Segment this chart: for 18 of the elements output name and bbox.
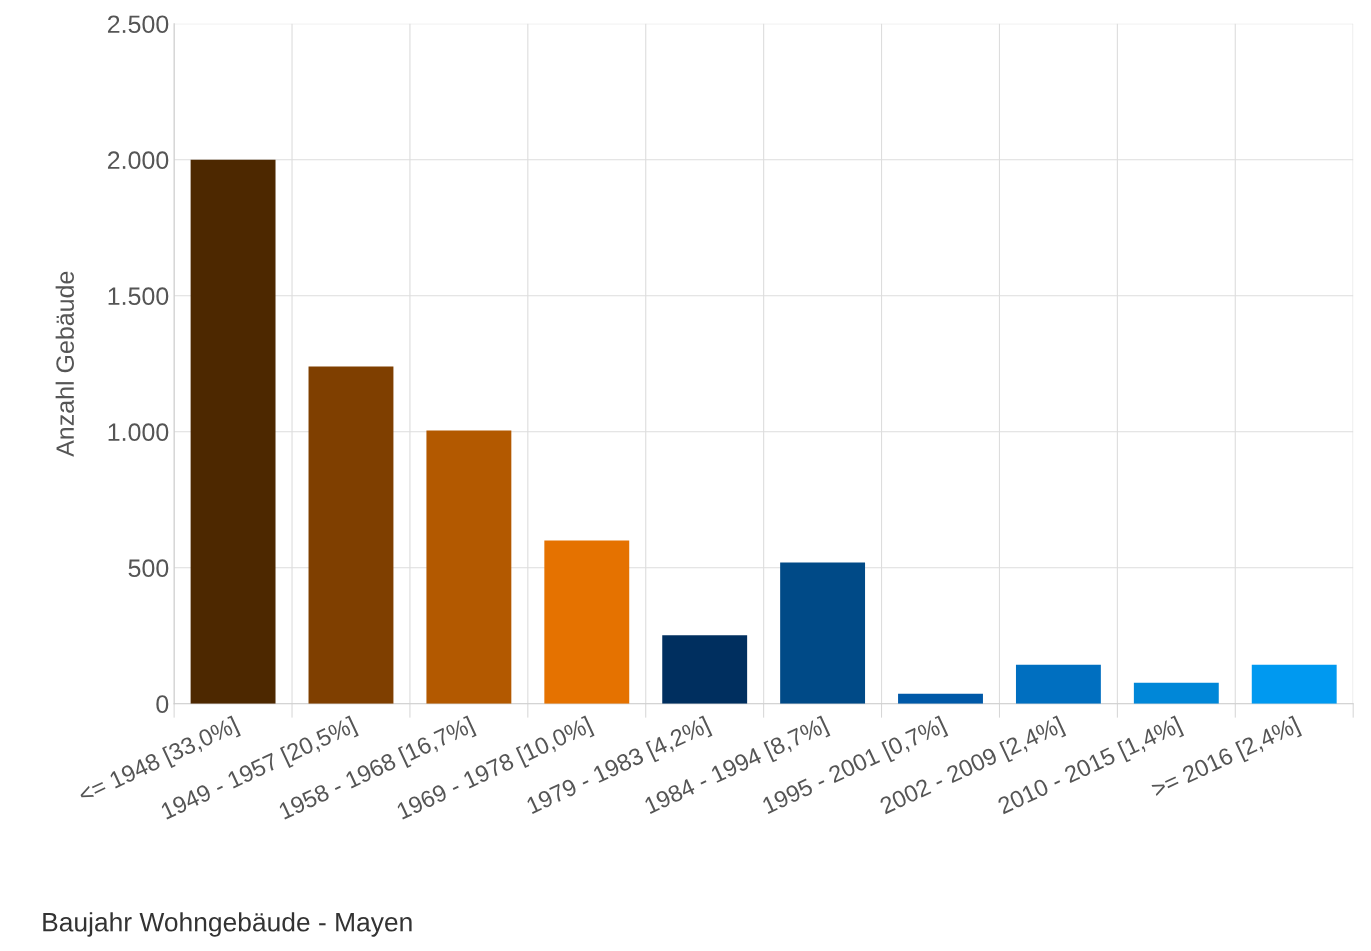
y-tick-label: 2.000 <box>107 151 169 170</box>
y-tick-label: 1.500 <box>108 287 169 306</box>
y-tick-label: 2.500 <box>107 15 169 34</box>
text: Baujahr Wohngebäude - Mayen <box>43 912 412 937</box>
bar <box>1251 664 1337 704</box>
bar <box>1133 682 1219 704</box>
y-axis-title: Anzahl Gebäude <box>55 271 74 457</box>
bar <box>662 635 748 704</box>
y-tick-label: 1.000 <box>108 423 169 442</box>
bar <box>780 562 866 704</box>
y-tick-label: 500 <box>128 559 169 578</box>
bar <box>426 430 512 704</box>
bar <box>190 159 276 704</box>
y-tick-label: 0 <box>156 695 169 714</box>
bar <box>1015 664 1101 704</box>
bar <box>308 366 394 704</box>
bar <box>898 693 983 704</box>
bar <box>544 540 630 704</box>
